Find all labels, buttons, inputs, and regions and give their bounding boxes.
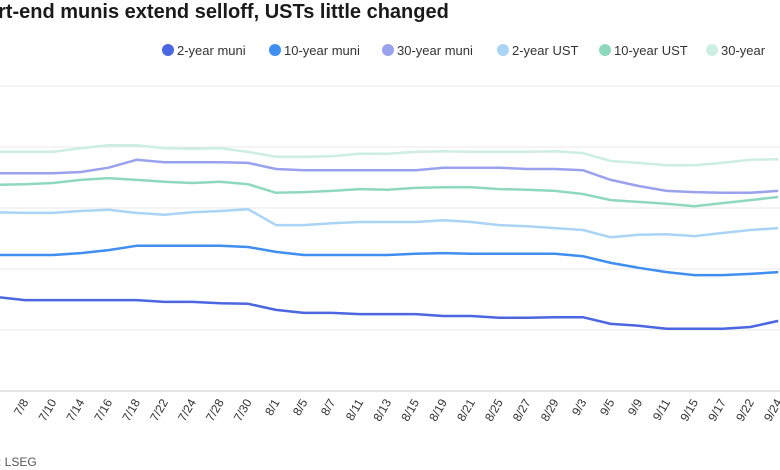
x-tick-label: 8/15 — [398, 396, 422, 424]
legend-label: 2-year UST — [512, 43, 579, 58]
series-line — [0, 244, 779, 277]
x-tick-label: 8/19 — [426, 396, 450, 424]
source: : LSEG — [0, 455, 37, 469]
x-tick-label: 8/1 — [262, 396, 283, 418]
legend-swatch — [497, 44, 509, 56]
legend-swatch — [599, 44, 611, 56]
x-tick-label: 7/10 — [36, 396, 60, 424]
x-tick-label: 7/24 — [175, 396, 199, 424]
x-tick-label: 7/18 — [119, 396, 143, 424]
x-tick-label: 9/17 — [705, 396, 729, 424]
x-tick-label: 9/5 — [597, 396, 618, 418]
x-tick-label: 7/30 — [231, 396, 255, 424]
x-tick-label: 9/15 — [677, 396, 701, 424]
x-tick-label: 8/21 — [454, 396, 478, 424]
series-line — [0, 158, 779, 195]
x-tick-label: 8/5 — [290, 396, 311, 418]
x-tick-label: 9/22 — [733, 396, 757, 424]
x-tick-label: 9/3 — [569, 396, 590, 418]
legend-swatch — [162, 44, 174, 56]
x-tick-label: 8/27 — [510, 396, 534, 424]
legend-label: 10-year muni — [284, 43, 360, 58]
legend-label: 2-year muni — [177, 43, 246, 58]
legend-swatch — [269, 44, 281, 56]
legend-label: 30-year muni — [397, 43, 473, 58]
legend-swatch — [706, 44, 718, 56]
x-tick-label: 8/11 — [343, 396, 367, 423]
x-tick-label: 7/7 — [0, 396, 4, 418]
series-line — [0, 176, 779, 208]
x-tick-label: 7/14 — [63, 396, 87, 424]
legend-swatch — [382, 44, 394, 56]
x-tick-label: 7/8 — [11, 396, 32, 418]
x-tick-label: 8/7 — [318, 396, 339, 418]
legend-label: 30-year — [721, 43, 766, 58]
x-tick-label: 9/11 — [650, 396, 674, 423]
x-tick-label: 8/13 — [370, 396, 394, 424]
series-line — [0, 143, 779, 167]
x-tick-label: 8/25 — [482, 396, 506, 424]
x-tick-label: 9/24 — [761, 396, 780, 424]
x-tick-label: 7/28 — [203, 396, 227, 424]
chart-title: rt-end munis extend selloff, USTs little… — [0, 1, 449, 23]
series-line — [0, 296, 779, 331]
x-tick-label: 9/9 — [625, 396, 646, 418]
x-tick-label: 7/22 — [147, 396, 171, 424]
series-line — [0, 207, 779, 239]
legend-label: 10-year UST — [614, 43, 688, 58]
x-tick-label: 8/29 — [538, 396, 562, 424]
x-tick-label: 7/16 — [91, 396, 115, 424]
